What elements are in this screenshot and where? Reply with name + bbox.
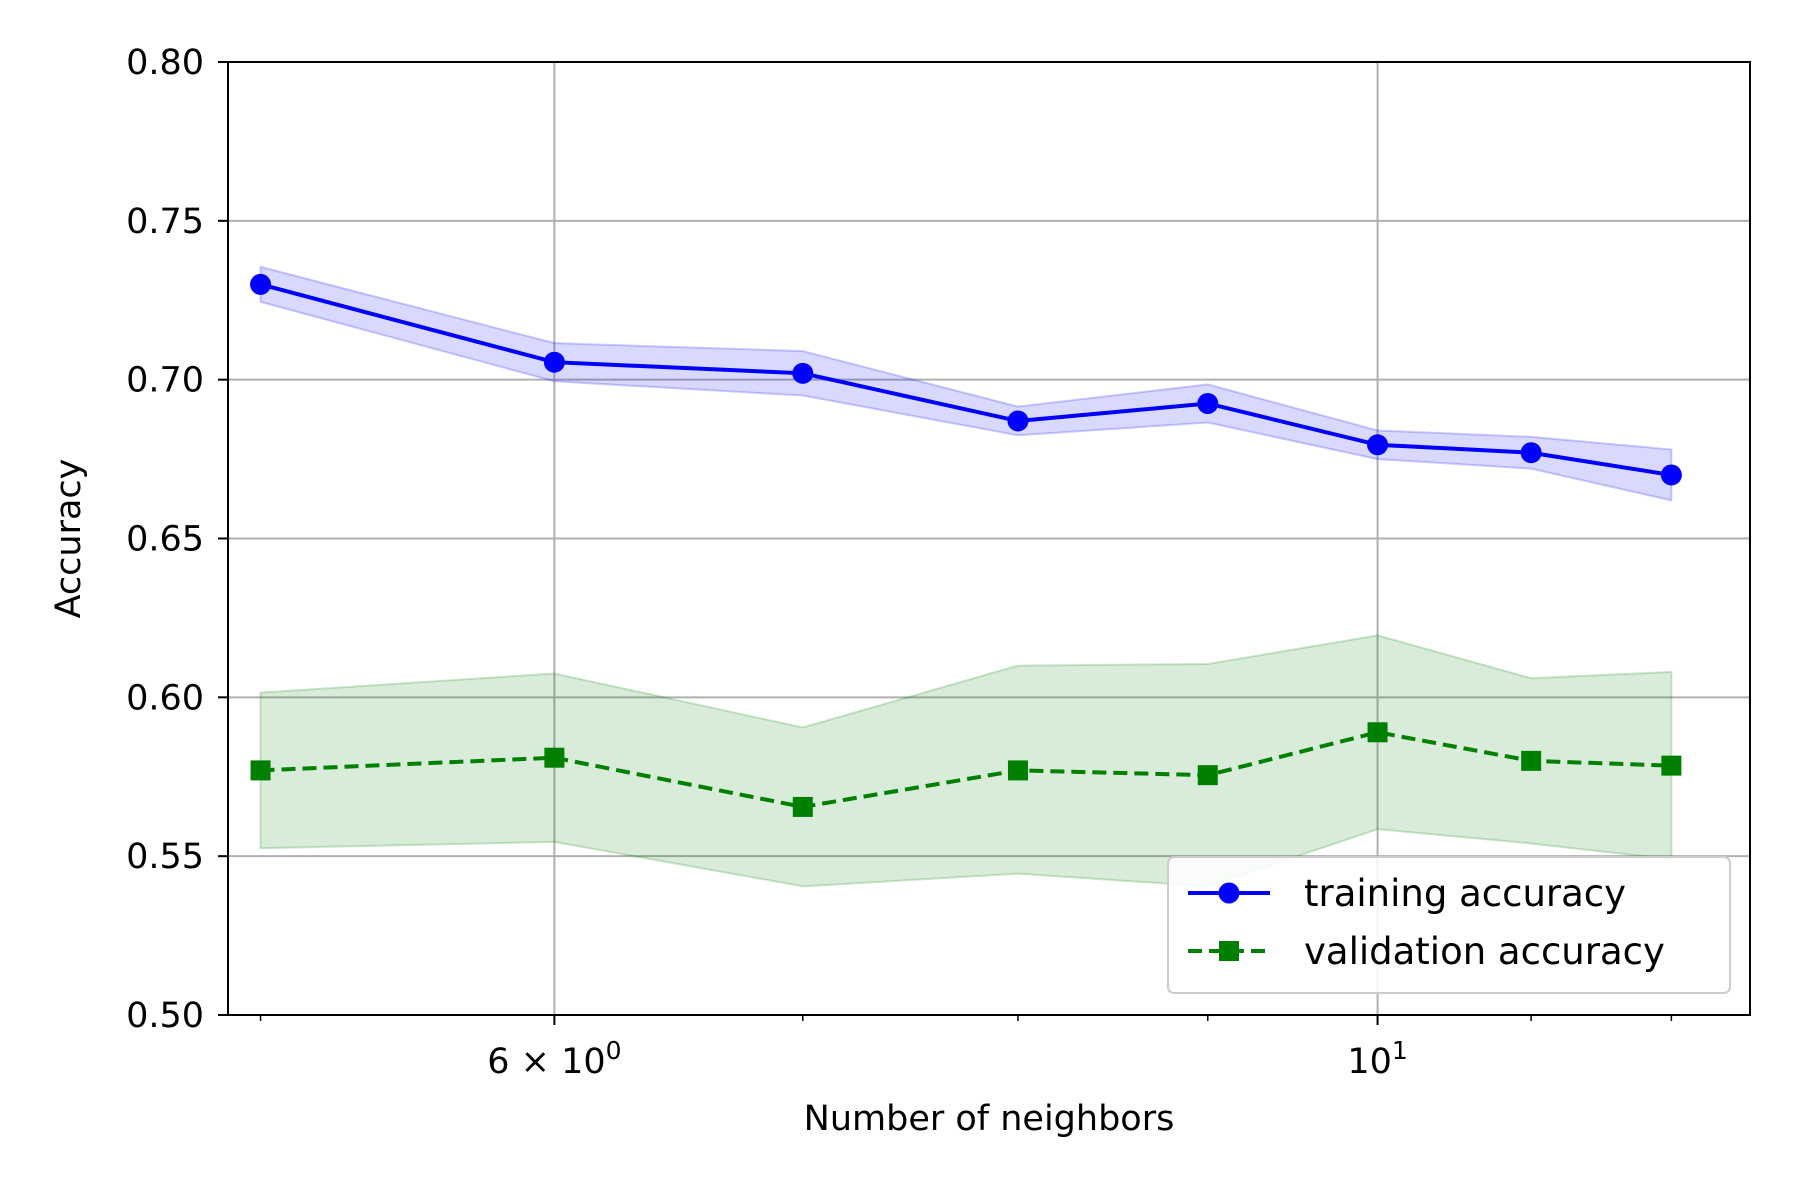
data-point-square xyxy=(1661,755,1682,776)
data-point-circle xyxy=(543,351,565,373)
x-tick-label: 6 × 100 xyxy=(487,1036,621,1082)
y-tick-label: 0.50 xyxy=(126,996,204,1036)
legend-marker-circle xyxy=(1218,882,1240,904)
x-tick-label: 101 xyxy=(1347,1036,1407,1082)
y-tick-label: 0.60 xyxy=(126,678,204,718)
data-point-square xyxy=(544,747,565,768)
data-point-square xyxy=(1367,722,1388,743)
series-lines xyxy=(260,282,1672,809)
data-point-circle xyxy=(1520,442,1542,464)
y-axis-label: Accuracy xyxy=(49,459,89,619)
data-point-circle xyxy=(250,273,272,295)
data-point-circle xyxy=(792,362,814,384)
y-tick-label: 0.65 xyxy=(126,520,204,560)
legend-marker-square xyxy=(1219,941,1239,961)
data-point-square xyxy=(792,796,813,817)
axis-ticks: 0.50 0.55 0.60 0.65 0.70 0.75 0.80 6 × 100 101 xyxy=(126,43,1673,1082)
data-point-circle xyxy=(1197,392,1219,414)
legend: training accuracy validation accuracy xyxy=(1167,856,1731,994)
legend-box xyxy=(1167,856,1731,994)
y-tick-label: 0.70 xyxy=(126,361,204,401)
y-tick-label: 0.75 xyxy=(126,202,204,242)
legend-label: validation accuracy xyxy=(1304,930,1665,973)
data-point-square xyxy=(1007,760,1028,781)
legend-label: training accuracy xyxy=(1304,872,1626,915)
y-tick-label: 0.80 xyxy=(126,43,204,83)
series-line-validation xyxy=(260,730,1672,809)
series-markers xyxy=(250,273,1682,817)
data-point-circle xyxy=(1660,464,1682,486)
data-point-circle xyxy=(1367,434,1389,456)
y-tick-label: 0.55 xyxy=(126,837,204,877)
data-point-square xyxy=(250,760,271,781)
x-axis-label: Number of neighbors xyxy=(804,1099,1175,1139)
data-point-circle xyxy=(1007,410,1029,432)
data-point-square xyxy=(1521,750,1542,771)
series-line-training xyxy=(260,282,1672,477)
data-point-square xyxy=(1197,765,1218,786)
confidence-band-training xyxy=(259,265,1673,502)
